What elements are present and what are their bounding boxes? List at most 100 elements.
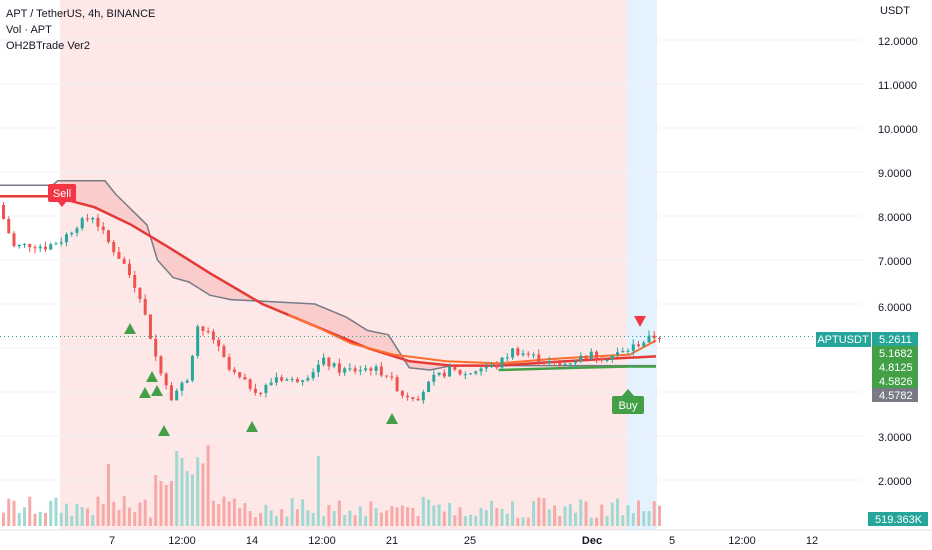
buy-signal[interactable]: Buy — [612, 389, 644, 414]
svg-text:5.1682: 5.1682 — [879, 348, 913, 360]
candle-body — [337, 363, 341, 373]
candle-body — [448, 366, 452, 377]
volume-bars — [2, 445, 661, 526]
candle-body — [159, 356, 163, 374]
candle-body — [379, 366, 383, 376]
candle-body — [610, 355, 614, 360]
candle-body — [484, 366, 488, 369]
candle-body — [96, 217, 100, 227]
candle-body — [511, 348, 515, 358]
candle-body — [553, 361, 557, 363]
volume-bar — [12, 500, 16, 526]
candle-body — [217, 339, 221, 347]
volume-bar — [196, 457, 200, 526]
candle-body — [269, 382, 273, 385]
volume-bar — [106, 464, 110, 526]
candle-body — [353, 368, 357, 372]
candle-body — [59, 242, 63, 244]
candle-body — [322, 357, 326, 365]
volume-bar — [348, 510, 352, 526]
x-tick: 21 — [386, 535, 398, 547]
volume-bar — [211, 500, 215, 526]
buy-signal-label: Buy — [619, 400, 638, 412]
candle-body — [280, 377, 284, 381]
candle-body — [385, 375, 389, 377]
candle-body — [479, 368, 483, 372]
candle-body — [658, 338, 661, 340]
candle-body — [400, 391, 404, 396]
volume-bar — [2, 512, 5, 526]
volume-bar — [521, 517, 525, 526]
candle-body — [505, 357, 509, 359]
candle-body — [563, 363, 567, 365]
candle-body — [442, 372, 446, 377]
volume-bar — [542, 498, 546, 526]
candle-body — [70, 232, 74, 235]
volume-bar — [7, 498, 11, 526]
price-axis[interactable]: 12.0000 11.0000 10.0000 9.0000 8.0000 7.… — [816, 0, 932, 530]
candle-body — [85, 218, 89, 220]
volume-bar — [652, 501, 656, 526]
volume-bar — [148, 517, 152, 526]
volume-bar — [33, 513, 37, 526]
candle-body — [22, 243, 26, 245]
volume-indicator-label[interactable]: Vol · APT — [6, 24, 52, 36]
candle-body — [64, 234, 68, 243]
x-tick: 7 — [109, 535, 115, 547]
candle-body — [621, 351, 625, 353]
candle-body — [369, 368, 373, 371]
volume-bar — [610, 502, 614, 526]
volume-bar — [122, 496, 126, 526]
volume-bar — [337, 500, 341, 526]
candle-body — [7, 219, 11, 234]
candle-body — [222, 346, 226, 358]
volume-bar — [295, 509, 299, 526]
volume-bar — [490, 500, 494, 526]
y-tick: 11.0000 — [878, 80, 917, 92]
candle-body — [495, 364, 499, 368]
candle-body — [196, 326, 200, 356]
volume-bar — [75, 503, 79, 526]
candle-body — [584, 355, 588, 360]
candle-body — [316, 364, 320, 373]
volume-bar — [448, 503, 452, 526]
sell-signal[interactable]: Sell — [48, 184, 76, 207]
candle-body — [374, 366, 378, 371]
volume-bar — [22, 507, 26, 526]
chart-title[interactable]: APT / TetherUS, 4h, BINANCE — [6, 8, 156, 20]
candle-body — [516, 348, 520, 356]
volume-bar — [269, 510, 273, 526]
volume-bar — [463, 516, 467, 526]
volume-bar — [442, 511, 446, 526]
candle-body — [600, 357, 604, 360]
candle-body — [490, 364, 494, 367]
buy-signal-box — [612, 396, 644, 414]
candle-body — [117, 251, 121, 259]
candle-body — [437, 372, 441, 375]
candle-body — [232, 369, 236, 373]
price-axis-title: USDT — [880, 5, 910, 17]
volume-bar — [379, 512, 383, 526]
time-axis[interactable]: 7 12:00 14 12:00 21 25 Dec 5 12:00 12 — [0, 529, 932, 547]
candle-body — [463, 374, 467, 376]
volume-bar — [59, 512, 63, 526]
volume-bar — [584, 501, 588, 526]
candle-body — [43, 246, 47, 250]
volume-bar — [28, 496, 32, 526]
buy-arrow-icon — [124, 323, 136, 334]
volume-bar — [568, 504, 572, 526]
candle-body — [127, 263, 131, 276]
candle-body — [164, 373, 168, 386]
candle-body — [358, 370, 362, 372]
volume-bar — [532, 501, 536, 526]
sell-signal-label: Sell — [53, 188, 71, 200]
strategy-indicator-label[interactable]: OH2BTrade Ver2 — [6, 40, 90, 52]
candle-body — [568, 363, 572, 365]
last-price-tag: 5.2611 — [879, 334, 912, 346]
candle-body — [458, 369, 462, 375]
candle-body — [175, 390, 179, 401]
volume-bar — [406, 507, 410, 526]
candle-body — [348, 368, 352, 370]
volume-bar — [96, 496, 100, 526]
